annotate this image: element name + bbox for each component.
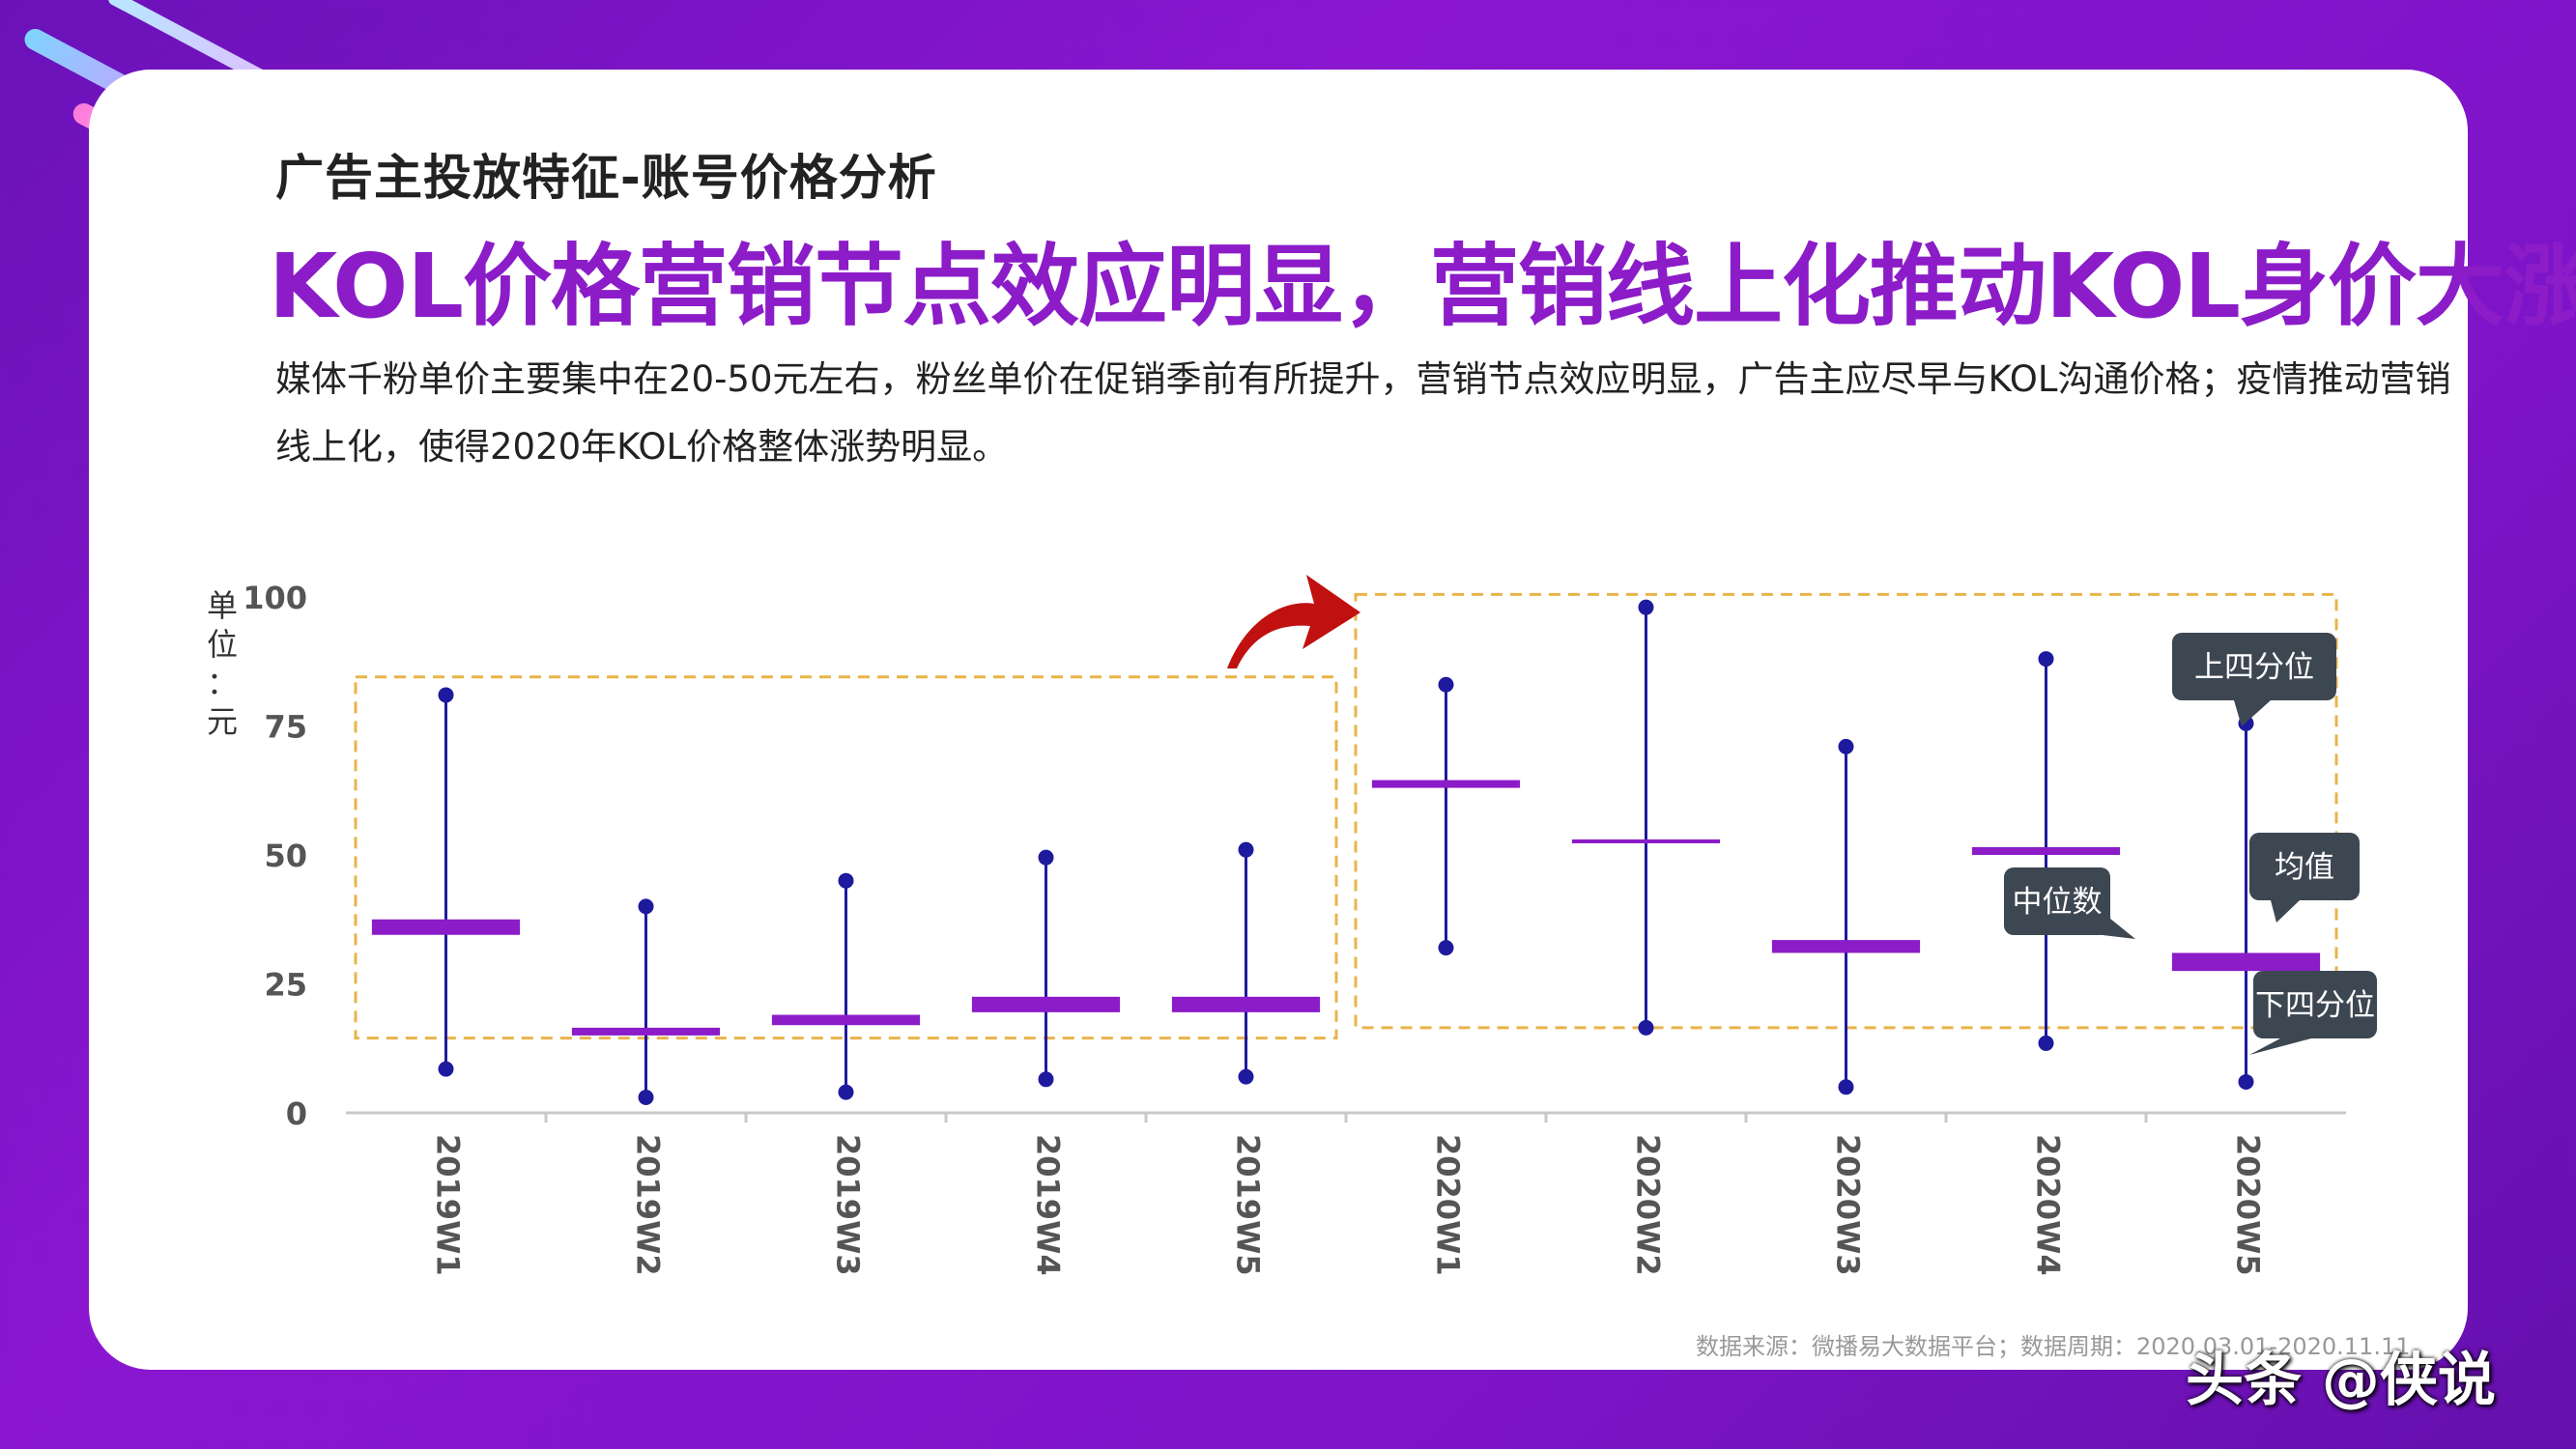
callout-lower-quartile-pointer bbox=[2249, 1038, 2311, 1055]
data-source-note: 数据来源：微播易大数据平台；数据周期：2020.03.01-2020.11.11 bbox=[1696, 1333, 2411, 1360]
mean-bar-2019W1 bbox=[371, 919, 521, 935]
y-tick-label: 25 bbox=[264, 967, 307, 1004]
y-tick-label: 100 bbox=[243, 580, 307, 616]
description-text: 媒体千粉单价主要集中在20-50元左右，粉丝单价在促销季前有所提升，营销节点效应… bbox=[275, 358, 2451, 468]
page-headline: KOL价格营销节点效应明显，营销线上化推动KOL身价大涨 bbox=[269, 235, 2576, 338]
min-point-2019W5 bbox=[1238, 1068, 1254, 1085]
max-point-2019W4 bbox=[1038, 849, 1054, 866]
x-tick-label: 2019W3 bbox=[830, 1134, 867, 1276]
min-point-2020W2 bbox=[1638, 1019, 1654, 1036]
highlight-box-2019 bbox=[354, 675, 1338, 1040]
x-tick-label: 2020W3 bbox=[1830, 1134, 1867, 1276]
max-point-2019W3 bbox=[838, 872, 854, 889]
x-tick-label: 2020W1 bbox=[1430, 1134, 1467, 1276]
y-tick-label: 75 bbox=[264, 709, 307, 746]
x-tick-label: 2019W2 bbox=[630, 1134, 667, 1276]
y-axis-label: 单 bbox=[207, 587, 238, 624]
mean-bar-2020W1 bbox=[1371, 780, 1521, 788]
max-point-2020W4 bbox=[2038, 651, 2054, 668]
y-tick-label: 50 bbox=[264, 838, 307, 874]
min-point-2019W4 bbox=[1038, 1071, 1054, 1088]
y-tick-label: 0 bbox=[286, 1095, 307, 1132]
max-point-2020W1 bbox=[1438, 676, 1454, 693]
min-point-2019W3 bbox=[838, 1084, 854, 1100]
x-tick-label: 2020W5 bbox=[2230, 1134, 2267, 1276]
mean-bar-2019W3 bbox=[771, 1014, 921, 1026]
callout-upper-quartile-pointer bbox=[2234, 700, 2271, 726]
callout-median-pointer bbox=[2095, 906, 2135, 939]
callout-lower-quartile bbox=[2253, 971, 2377, 1038]
min-point-2020W4 bbox=[2038, 1035, 2054, 1051]
x-tick-label: 2019W1 bbox=[430, 1134, 467, 1276]
mean-bar-2020W3 bbox=[1771, 940, 1921, 953]
x-tick-label: 2019W4 bbox=[1030, 1134, 1067, 1276]
mean-bar-2020W5 bbox=[2171, 952, 2321, 972]
mean-bar-2020W4 bbox=[1971, 846, 2121, 855]
callout-median-label: 中位数 bbox=[2013, 885, 2103, 920]
callout-upper-quartile bbox=[2172, 633, 2336, 700]
y-axis-label: ： bbox=[207, 665, 238, 701]
callout-mean bbox=[2249, 833, 2360, 900]
x-tick-label: 2019W5 bbox=[1230, 1134, 1267, 1276]
max-point-2020W2 bbox=[1638, 599, 1654, 615]
x-tick-label: 2020W2 bbox=[1630, 1134, 1667, 1276]
callout-upper-quartile-label: 上四分位 bbox=[2194, 650, 2314, 685]
callout-median bbox=[2004, 867, 2110, 935]
max-point-2019W5 bbox=[1238, 841, 1254, 858]
callout-mean-pointer bbox=[2271, 900, 2300, 923]
callout-lower-quartile-label: 下四分位 bbox=[2255, 988, 2375, 1023]
section-subtitle: 广告主投放特征-账号价格分析 bbox=[275, 150, 937, 206]
max-point-2019W2 bbox=[638, 898, 654, 915]
max-point-2019W1 bbox=[438, 687, 454, 703]
watermark-credit: 头条 @侠说 bbox=[2186, 1347, 2496, 1414]
mean-bar-2019W4 bbox=[971, 996, 1121, 1012]
mean-bar-2019W2 bbox=[571, 1027, 721, 1036]
max-point-2020W3 bbox=[1838, 738, 1854, 754]
content-card bbox=[89, 70, 2468, 1370]
min-point-2020W1 bbox=[1438, 940, 1454, 956]
transition-arrow bbox=[1227, 575, 1360, 668]
x-tick-label: 2020W4 bbox=[2030, 1134, 2067, 1276]
y-axis-label: 位 bbox=[207, 626, 238, 663]
min-point-2020W3 bbox=[1838, 1079, 1854, 1095]
y-axis-label: 元 bbox=[207, 703, 238, 740]
mean-bar-2019W5 bbox=[1171, 996, 1321, 1012]
min-point-2019W2 bbox=[638, 1089, 654, 1105]
mean-bar-2020W2 bbox=[1571, 838, 1721, 843]
min-point-2019W1 bbox=[438, 1061, 454, 1077]
min-point-2020W5 bbox=[2238, 1073, 2254, 1090]
callout-mean-label: 均值 bbox=[2275, 850, 2334, 885]
